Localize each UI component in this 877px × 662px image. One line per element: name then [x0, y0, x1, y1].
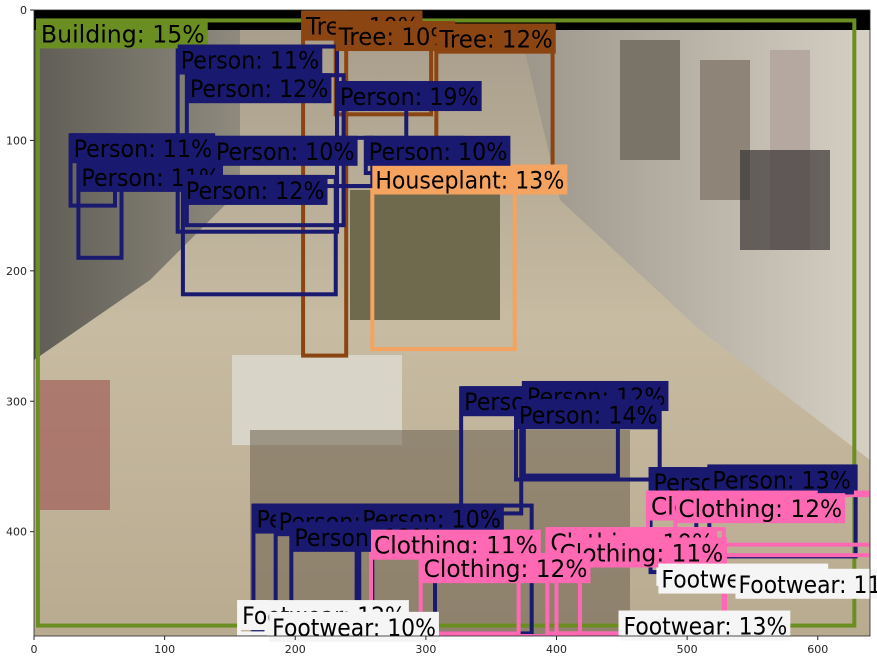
shoppers-right — [740, 150, 830, 250]
detection-label-bg — [516, 399, 661, 430]
x-tick-label: 300 — [415, 643, 436, 656]
x-tick-label: 600 — [807, 643, 828, 656]
axes-frame — [33, 9, 871, 637]
detection-label-bg — [186, 73, 332, 104]
detection-label: Person: 12% — [186, 177, 325, 205]
x-tick-label: 500 — [677, 643, 698, 656]
detection-label-bg — [372, 164, 568, 195]
detection-box — [35, 18, 857, 628]
detection-label: Houseplant: 13% — [375, 167, 564, 195]
detection-label: Tree: 10% — [338, 23, 452, 51]
detection-labels: Building: 15%Tree: 10%Tree: 10%Tree: 12%… — [37, 10, 877, 642]
detection-label: Footwear: 11% — [738, 571, 877, 599]
detection-label: Footwear: 10% — [272, 614, 436, 642]
scooter-person — [40, 380, 110, 510]
detection-label-bg — [335, 21, 456, 52]
detection-label: Clothing: 12% — [678, 495, 842, 523]
detection-label-bg — [365, 135, 511, 166]
detection-label-bg — [70, 133, 216, 164]
x-tick-label: 100 — [154, 643, 175, 656]
detection-label-bg — [212, 135, 358, 166]
x-axis-ticks: 0 100 200 300 400 500 600 — [31, 636, 828, 656]
detection-label: Person: 10% — [216, 138, 355, 166]
detection-label-bg — [269, 611, 439, 642]
detection-label-bg — [709, 464, 854, 495]
y-tick-label: 0 — [20, 4, 27, 17]
x-tick-label: 200 — [285, 643, 306, 656]
y-axis-ticks: 0 100 200 300 400 — [6, 4, 34, 539]
detection-label-bg — [436, 23, 556, 54]
detection-label-bg — [182, 174, 328, 205]
y-tick-label: 400 — [6, 526, 27, 539]
y-tick-label: 200 — [6, 265, 27, 278]
detection-label: Person: 19% — [340, 83, 479, 111]
y-tick-label: 300 — [6, 395, 27, 408]
x-tick-label: 0 — [31, 643, 38, 656]
detection-label: Person: 11% — [74, 135, 213, 163]
detection-label: Person: 11% — [181, 47, 320, 75]
detection-label: Person: 10% — [369, 138, 508, 166]
detection-label-bg — [735, 568, 877, 599]
detection-label-bg — [620, 610, 791, 641]
detection-label-bg — [420, 553, 591, 584]
right-shop-window — [620, 40, 680, 160]
detection-label: Person: 12% — [190, 75, 329, 103]
detection-label-bg — [337, 81, 482, 112]
y-tick-label: 100 — [6, 134, 27, 147]
detection-label: Person: 13% — [712, 466, 851, 494]
detection-label-bg — [37, 18, 208, 49]
planter-foliage — [350, 190, 500, 320]
detection-label-bg — [177, 44, 323, 75]
detection-label: Clothing: 12% — [424, 555, 588, 583]
detection-label: Person: 14% — [519, 401, 658, 429]
x-tick-label: 400 — [546, 643, 567, 656]
detection-label: Building: 15% — [41, 20, 205, 48]
detection-label: Tree: 12% — [438, 26, 552, 54]
detection-label-bg — [675, 493, 846, 524]
